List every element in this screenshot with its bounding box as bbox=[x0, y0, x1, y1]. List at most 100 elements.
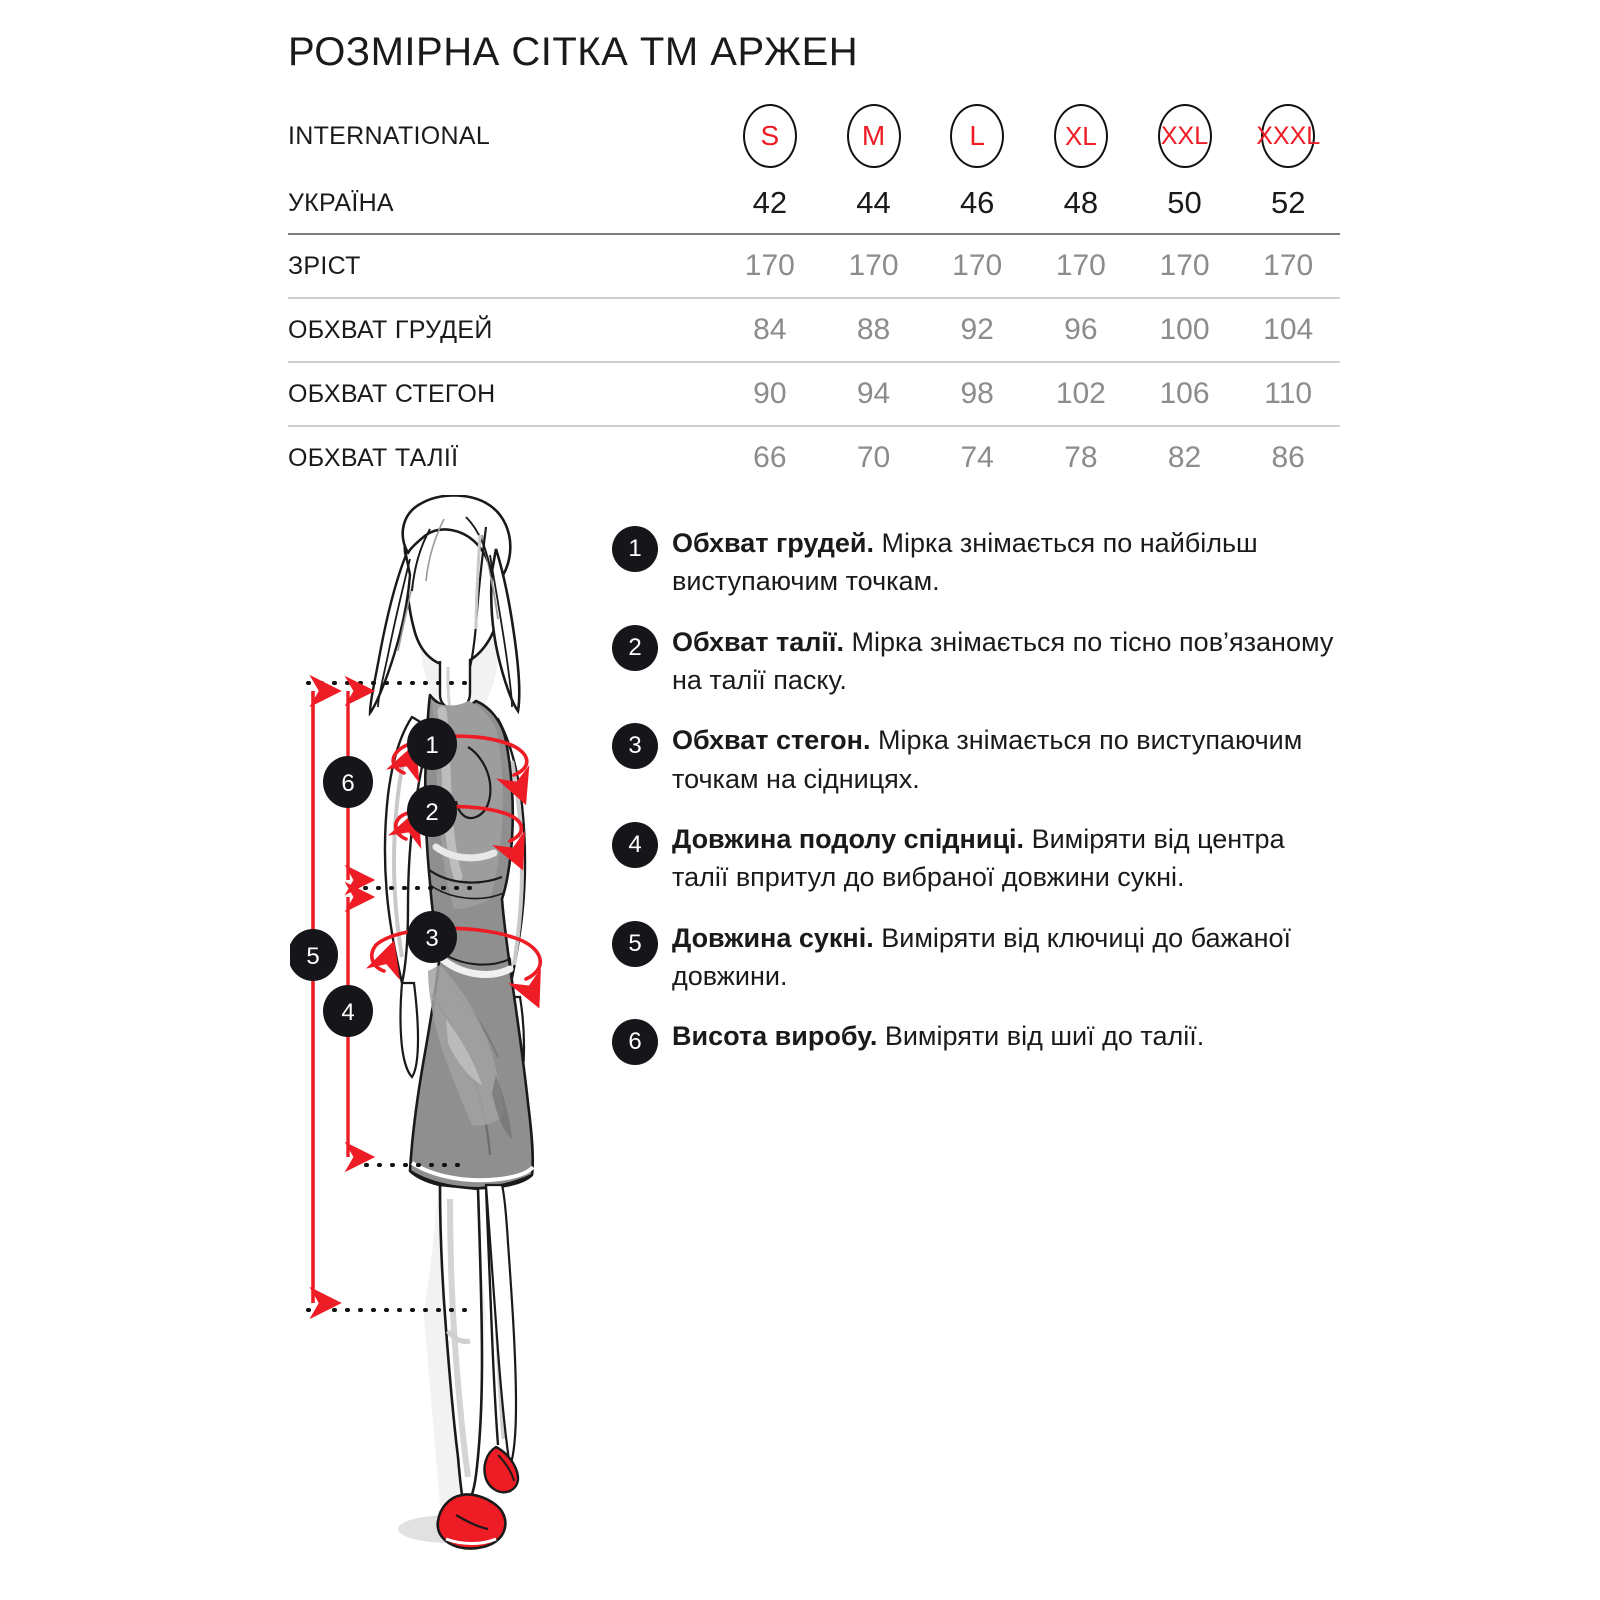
ua-size-cell: 52 bbox=[1270, 185, 1306, 220]
arrow-hips-tail bbox=[365, 940, 400, 981]
ua-size-cell: 46 bbox=[959, 185, 995, 220]
figure-marker-2: 2 bbox=[407, 785, 457, 837]
table-row: ОБХВАТ ГРУДЕЙ 84 88 92 96 100 104 bbox=[288, 298, 1340, 363]
figure-marker-3-label: 3 bbox=[425, 925, 438, 952]
legend-rest-6: Виміряти від шиї до талії. bbox=[877, 1021, 1205, 1052]
legend-lead-3: Обхват стегон. bbox=[672, 725, 871, 756]
table-cell: 66 bbox=[753, 441, 787, 474]
table-cell: 74 bbox=[960, 441, 994, 474]
row-values: 84 88 92 96 100 104 bbox=[718, 298, 1340, 362]
row-values: 170 170 170 170 170 170 bbox=[718, 234, 1340, 298]
legend-badge-5: 5 bbox=[612, 920, 658, 967]
legend-rest-3: Мірка знімається по виступаючим точкам н… bbox=[672, 725, 1303, 794]
figure-marker-4: 4 bbox=[323, 985, 373, 1037]
legend-item-4: 4 Довжина подолу спідниці. Виміряти від … bbox=[612, 820, 1342, 897]
table-row-ukraine: УКРАЇНА 42 44 46 48 50 52 bbox=[288, 172, 1340, 235]
row-label: ОБХВАТ СТЕГОН bbox=[288, 379, 496, 408]
size-bubble-m: M bbox=[846, 104, 901, 168]
figure-marker-5-label: 5 bbox=[306, 943, 319, 970]
size-bubble-xxxl: XXXL bbox=[1256, 104, 1320, 168]
row-label-international: INTERNATIONAL bbox=[288, 121, 491, 150]
international-size-cells: S M L XL XXL XXXL bbox=[718, 100, 1340, 172]
table-separator bbox=[288, 425, 1340, 427]
figure-marker-4-label: 4 bbox=[341, 999, 354, 1026]
legend-badge-3: 3 bbox=[612, 723, 658, 770]
figure-marker-2-label: 2 bbox=[425, 799, 438, 826]
ukraine-size-cells: 42 44 46 48 50 52 bbox=[718, 172, 1340, 234]
row-label: ЗРІСТ bbox=[288, 251, 361, 280]
table-cell: 92 bbox=[960, 313, 994, 346]
size-bubble-l: L bbox=[950, 104, 1005, 168]
table-separator bbox=[288, 361, 1340, 363]
table-cell: 78 bbox=[1064, 441, 1098, 474]
table-separator bbox=[288, 297, 1340, 299]
ua-size-cell: 44 bbox=[856, 185, 891, 220]
legend-text-6: Висота виробу. Виміряти від шиї до талії… bbox=[672, 1017, 1342, 1055]
legend-text-5: Довжина сукні. Виміряти від ключиці до б… bbox=[672, 919, 1342, 996]
legend-lead-4: Довжина подолу спідниці. bbox=[672, 823, 1025, 854]
legend-item-5: 5 Довжина сукні. Виміряти від ключиці до… bbox=[612, 919, 1342, 996]
row-label: ОБХВАТ ТАЛІЇ bbox=[288, 443, 459, 472]
legend-badge-1: 1 bbox=[612, 526, 658, 572]
row-label: ОБХВАТ ГРУДЕЙ bbox=[288, 315, 493, 344]
size-bubble-s: S bbox=[742, 104, 797, 168]
table-cell: 84 bbox=[753, 313, 787, 346]
legend-item-1: 1 Обхват грудей. Мірка знімається по най… bbox=[612, 524, 1342, 601]
table-cell: 86 bbox=[1271, 441, 1305, 474]
legend-badge-4: 4 bbox=[612, 821, 658, 868]
table-cell: 90 bbox=[753, 377, 787, 410]
legend-rest-4: Виміряти від центра талії впритул до виб… bbox=[672, 823, 1285, 893]
arrow-bust-tail bbox=[385, 742, 420, 784]
table-cell: 100 bbox=[1159, 313, 1210, 346]
table-cell: 170 bbox=[1055, 249, 1106, 282]
legend-badge-6: 6 bbox=[612, 1019, 658, 1066]
ua-size-cell: 50 bbox=[1167, 185, 1202, 220]
figure-marker-6: 6 bbox=[323, 756, 373, 808]
table-cell: 88 bbox=[856, 313, 891, 346]
size-cell-l: L bbox=[925, 104, 1029, 168]
size-cell-xl: XL bbox=[1029, 104, 1133, 168]
table-cell: 96 bbox=[1064, 313, 1098, 346]
table-cell: 170 bbox=[1159, 249, 1210, 282]
legend-rest-5: Виміряти від ключиці до бажаної довжини. bbox=[672, 922, 1292, 991]
legend-lead-6: Висота виробу. bbox=[672, 1021, 878, 1052]
size-cell-xxl: XXL bbox=[1133, 104, 1237, 168]
figure-marker-1-label: 1 bbox=[425, 732, 438, 759]
table-cell: 82 bbox=[1167, 441, 1202, 474]
legend-lead-1: Обхват грудей. bbox=[672, 528, 874, 558]
figure-marker-1: 1 bbox=[407, 718, 457, 770]
measurement-figure-illustration: 1 2 3 4 5 bbox=[290, 495, 620, 1585]
ua-size-cell: 48 bbox=[1063, 185, 1099, 220]
table-cell: 170 bbox=[744, 249, 795, 282]
figure-marker-5: 5 bbox=[290, 929, 338, 981]
table-row: ОБХВАТ ТАЛІЇ 66 70 74 78 82 86 bbox=[288, 426, 1340, 490]
legend-rest-2: Мірка знімається по тісно пов’язаному на… bbox=[672, 626, 1334, 695]
size-cell-xxxl: XXXL bbox=[1236, 104, 1340, 168]
legend-text-4: Довжина подолу спідниці. Виміряти від це… bbox=[672, 820, 1342, 897]
size-cell-s: S bbox=[718, 104, 822, 168]
legend-rest-1: Мірка знімається по найбільш виступаючим… bbox=[672, 528, 1258, 597]
row-values: 66 70 74 78 82 86 bbox=[718, 426, 1340, 490]
figure-marker-6-label: 6 bbox=[341, 770, 354, 797]
table-separator-dark bbox=[288, 233, 1340, 235]
legend-item-6: 6 Висота виробу. Виміряти від шиї до тал… bbox=[612, 1017, 1342, 1066]
legend-item-2: 2 Обхват талії. Мірка знімається по тісн… bbox=[612, 623, 1342, 700]
page-title: РОЗМІРНА СІТКА ТМ АРЖЕН bbox=[288, 30, 859, 74]
arrow-waist-tail bbox=[387, 808, 422, 850]
body-sketch bbox=[368, 495, 535, 1550]
ua-size-cell: 42 bbox=[752, 185, 788, 220]
table-cell: 170 bbox=[1263, 249, 1314, 282]
legend-lead-2: Обхват талії. bbox=[672, 626, 844, 657]
table-cell: 170 bbox=[848, 249, 899, 282]
table-row: ЗРІСТ 170 170 170 170 170 170 bbox=[288, 234, 1340, 299]
size-bubble-xxl: XXL bbox=[1157, 104, 1212, 168]
circumference-arrows bbox=[365, 734, 543, 1009]
size-bubble-xl: XL bbox=[1053, 104, 1108, 168]
arrow-hips bbox=[374, 926, 543, 1009]
figure-markers: 1 2 3 4 5 bbox=[290, 718, 457, 1037]
row-values: 90 94 98 102 106 110 bbox=[718, 362, 1340, 426]
table-cell: 94 bbox=[856, 377, 891, 410]
legend-badge-2: 2 bbox=[612, 624, 658, 671]
table-cell: 110 bbox=[1264, 377, 1313, 410]
